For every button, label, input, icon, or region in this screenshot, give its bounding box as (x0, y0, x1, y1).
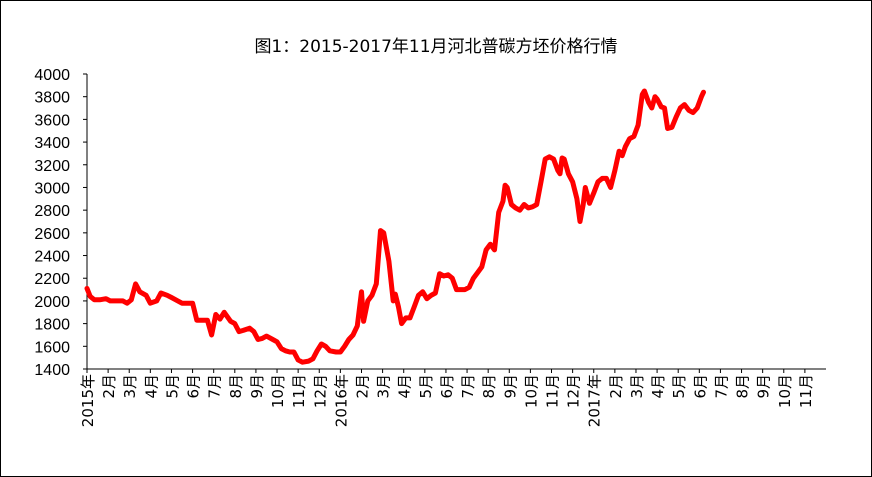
y-tick-label: 2000 (34, 294, 70, 311)
y-tick-label: 1800 (34, 317, 70, 334)
y-tick-label: 3800 (34, 90, 70, 107)
x-tick-label: 12月 (311, 374, 329, 408)
chart-title: 图1：2015-2017年11月河北普碳方坯价格行情 (254, 37, 618, 57)
y-tick-label: 2800 (34, 203, 70, 220)
x-tick-label: 11月 (797, 374, 815, 408)
x-tick-label: 7月 (206, 374, 224, 399)
y-tick-label: 3600 (34, 112, 70, 129)
x-tick-label: 10月 (522, 374, 540, 408)
x-tick-label: 8月 (480, 374, 498, 399)
series-layer (84, 88, 706, 365)
y-tick-label: 3200 (34, 158, 70, 175)
x-tick-label: 4月 (396, 374, 414, 399)
y-tick-label: 4000 (34, 67, 70, 84)
x-tick-label: 8月 (734, 374, 752, 399)
x-tick-label: 4月 (142, 374, 160, 399)
x-tick-label: 3月 (121, 374, 139, 399)
y-tick-label: 2600 (34, 226, 70, 243)
y-axis-ticks: 1400 1600 1800 2000 2200 2400 2600 2800 3000 3200… (34, 67, 87, 379)
y-tick-label: 2400 (34, 249, 70, 266)
y-tick-label: 3000 (34, 180, 70, 197)
x-tick-label: 10月 (269, 374, 287, 408)
x-tick-label: 3月 (375, 374, 393, 399)
x-tick-label: 2月 (607, 374, 625, 399)
x-tick-label: 11月 (544, 374, 562, 408)
x-tick-label: 2016年 (332, 374, 350, 427)
x-tick-label: 7月 (712, 374, 730, 399)
y-tick-label: 2200 (34, 271, 70, 288)
x-tick-label: 5月 (417, 374, 435, 399)
x-tick-label: 2月 (353, 374, 371, 399)
x-tick-label: 6月 (438, 374, 456, 399)
y-tick-label: 1400 (34, 362, 70, 379)
x-tick-label: 2015年 (79, 374, 97, 427)
x-tick-label: 6月 (691, 374, 709, 399)
x-tick-label: 9月 (248, 374, 266, 399)
series-line-0 (84, 88, 706, 365)
x-tick-label: 5月 (163, 374, 181, 399)
x-tick-label: 2017年 (586, 374, 604, 427)
x-tick-label: 6月 (185, 374, 203, 399)
x-tick-label: 4月 (649, 374, 667, 399)
x-axis-ticks: 2015年 2月 3月 4月 5月 6月 7月 8月 9月 10月 11月 12月 2016年 2月 3月 4… (79, 369, 815, 427)
y-tick-label: 1600 (34, 339, 70, 356)
x-tick-label: 9月 (755, 374, 773, 399)
x-tick-label: 9月 (501, 374, 519, 399)
x-tick-label: 11月 (290, 374, 308, 408)
x-tick-label: 10月 (776, 374, 794, 408)
x-tick-label: 7月 (459, 374, 477, 399)
x-tick-label: 8月 (227, 374, 245, 399)
x-tick-label: 2月 (100, 374, 118, 399)
x-tick-label: 5月 (670, 374, 688, 399)
y-tick-label: 3400 (34, 135, 70, 152)
x-tick-label: 12月 (565, 374, 583, 408)
x-tick-label: 3月 (628, 374, 646, 399)
